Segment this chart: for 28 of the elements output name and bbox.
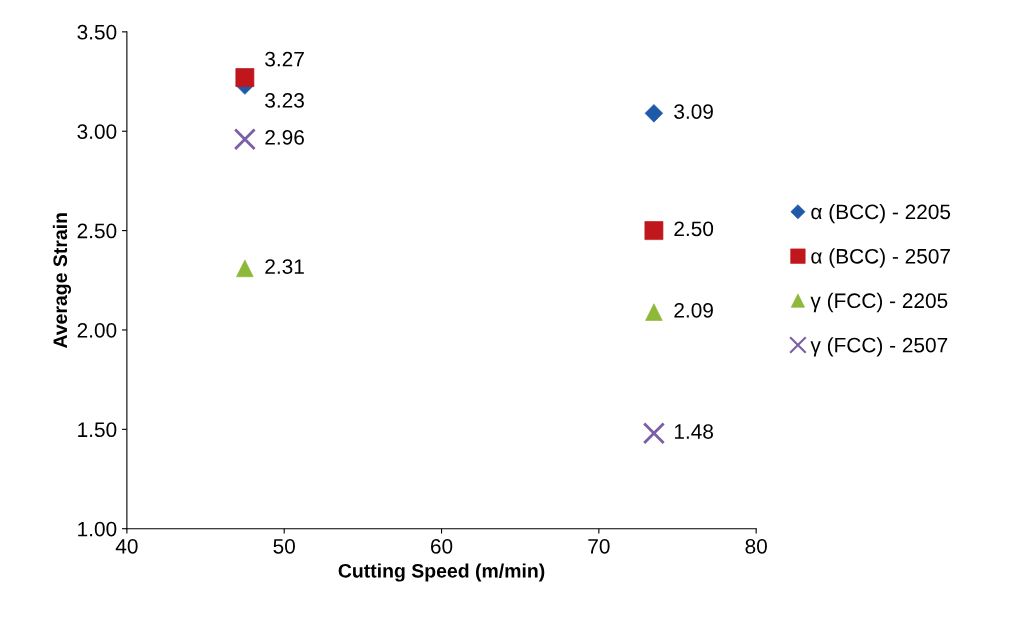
point: [642, 422, 666, 445]
legend-label: α (BCC) - 2507: [811, 248, 950, 268]
data-label: 3.09: [674, 104, 713, 119]
x-tick-label: 40: [115, 538, 138, 554]
y-tick-label: 2.50: [77, 223, 117, 239]
y-tick-label: 3.00: [77, 124, 117, 139]
y-axis-title: Average Strain: [52, 213, 72, 349]
x-tick-label: 70: [588, 538, 610, 554]
legend-label: γ (FCC) - 2205: [810, 292, 948, 313]
data-label: 2.31: [265, 259, 304, 274]
legend-label: α (BCC) - 2205: [811, 203, 951, 224]
y-tick-label: 1.50: [78, 422, 117, 438]
data-label: 2.96: [265, 130, 304, 145]
x-tick-label: 50: [273, 538, 295, 554]
point: [236, 259, 254, 278]
y-tick-label: 2.00: [77, 322, 117, 338]
data-label: 1.48: [674, 424, 713, 439]
point: [233, 128, 256, 151]
x-tick-label: 60: [431, 538, 453, 554]
x-axis-title: Cutting Speed (m/min): [338, 563, 545, 582]
data-label: 2.09: [674, 302, 713, 318]
data-label: 3.23: [265, 93, 304, 108]
y-tick-label: 1.00: [78, 521, 117, 537]
y-tick-label: 3.50: [77, 24, 117, 40]
legend-label: γ (FCC) - 2507: [810, 337, 948, 357]
x-tick-label: 80: [745, 538, 767, 554]
data-label: 2.50: [674, 221, 714, 237]
data-label: 3.27: [265, 51, 304, 67]
